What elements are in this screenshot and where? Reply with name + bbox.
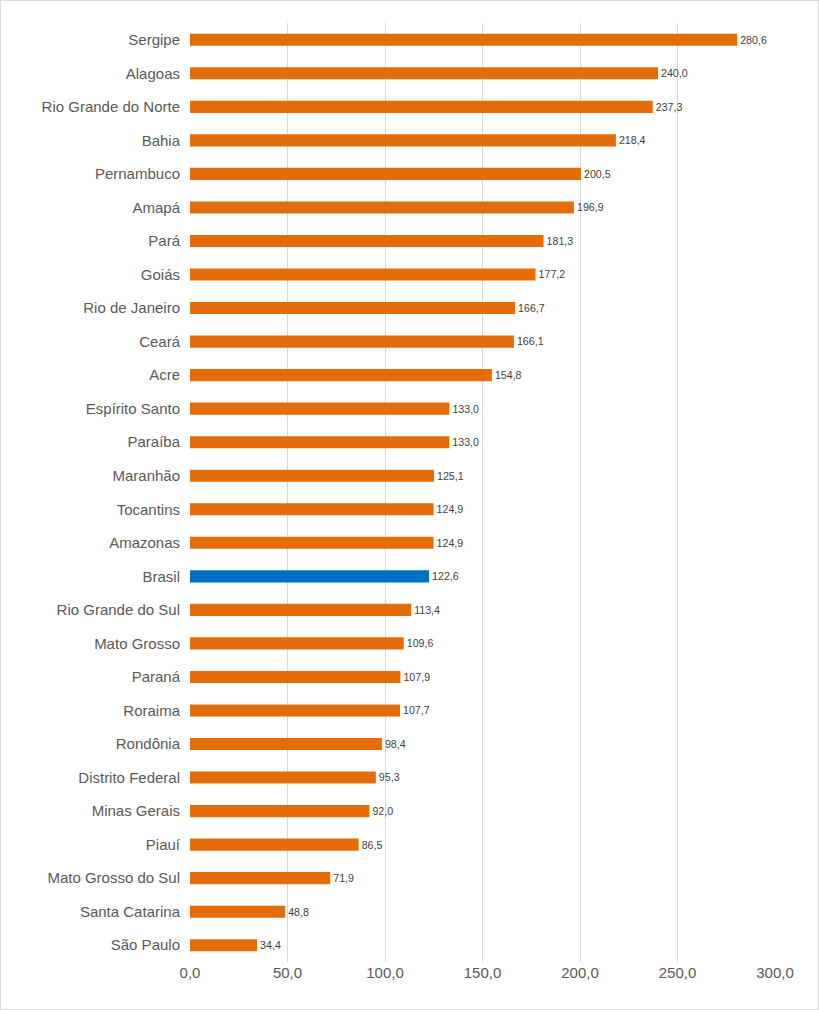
svg-text:280,6: 280,6 [740,34,767,46]
svg-text:0,0: 0,0 [180,964,201,981]
svg-text:Maranhão: Maranhão [112,467,180,484]
svg-text:100,0: 100,0 [366,964,404,981]
svg-text:107,7: 107,7 [403,704,430,716]
svg-text:Paraná: Paraná [132,668,181,685]
svg-text:200,5: 200,5 [584,168,611,180]
svg-text:196,9: 196,9 [577,201,604,213]
svg-text:177,2: 177,2 [539,268,566,280]
svg-text:Acre: Acre [149,366,180,383]
svg-text:218,4: 218,4 [619,134,646,146]
svg-text:95,3: 95,3 [379,771,400,783]
svg-text:124,9: 124,9 [437,503,464,515]
svg-text:Tocantins: Tocantins [117,501,180,518]
svg-text:107,9: 107,9 [403,671,430,683]
svg-text:48,8: 48,8 [288,906,309,918]
svg-text:Distrito Federal: Distrito Federal [78,769,180,786]
svg-text:300,0: 300,0 [756,964,794,981]
svg-text:Paraíba: Paraíba [127,433,180,450]
svg-text:Rio Grande do Norte: Rio Grande do Norte [42,98,180,115]
svg-text:166,1: 166,1 [517,335,544,347]
svg-text:98,4: 98,4 [385,738,406,750]
svg-text:Amazonas: Amazonas [109,534,180,551]
svg-text:154,8: 154,8 [495,369,522,381]
svg-text:Minas Gerais: Minas Gerais [92,802,180,819]
svg-text:Sergipe: Sergipe [128,31,180,48]
svg-text:200,0: 200,0 [561,964,599,981]
svg-text:113,4: 113,4 [414,604,440,616]
svg-text:São Paulo: São Paulo [111,936,180,953]
svg-text:Brasil: Brasil [142,568,180,585]
svg-text:Roraima: Roraima [123,702,180,719]
svg-text:133,0: 133,0 [452,436,479,448]
svg-text:240,0: 240,0 [661,67,688,79]
svg-text:Amapá: Amapá [132,199,180,216]
svg-text:Espírito Santo: Espírito Santo [86,400,180,417]
svg-text:109,6: 109,6 [407,637,434,649]
svg-text:181,3: 181,3 [547,235,574,247]
svg-text:237,3: 237,3 [656,101,683,113]
svg-text:Goiás: Goiás [141,266,180,283]
svg-text:150,0: 150,0 [464,964,502,981]
svg-text:Santa Catarina: Santa Catarina [80,903,181,920]
svg-text:Mato Grosso do Sul: Mato Grosso do Sul [47,869,180,886]
svg-text:Rondônia: Rondônia [116,735,181,752]
svg-text:124,9: 124,9 [437,537,464,549]
svg-text:125,1: 125,1 [437,470,464,482]
svg-text:Alagoas: Alagoas [126,65,180,82]
svg-text:Bahia: Bahia [142,132,181,149]
svg-text:92,0: 92,0 [372,805,393,817]
svg-text:34,4: 34,4 [260,939,281,951]
svg-text:Rio Grande do Sul: Rio Grande do Sul [57,601,180,618]
svg-text:86,5: 86,5 [362,839,383,851]
svg-text:Piauí: Piauí [146,836,181,853]
svg-text:Pará: Pará [148,232,180,249]
svg-text:122,6: 122,6 [432,570,459,582]
svg-text:250,0: 250,0 [659,964,697,981]
svg-text:Rio de Janeiro: Rio de Janeiro [83,299,180,316]
svg-text:166,7: 166,7 [518,302,545,314]
svg-text:Ceará: Ceará [139,333,181,350]
svg-text:133,0: 133,0 [452,403,479,415]
svg-text:Pernambuco: Pernambuco [95,165,180,182]
svg-text:50,0: 50,0 [273,964,302,981]
svg-text:71,9: 71,9 [333,872,354,884]
svg-text:Mato Grosso: Mato Grosso [94,635,180,652]
